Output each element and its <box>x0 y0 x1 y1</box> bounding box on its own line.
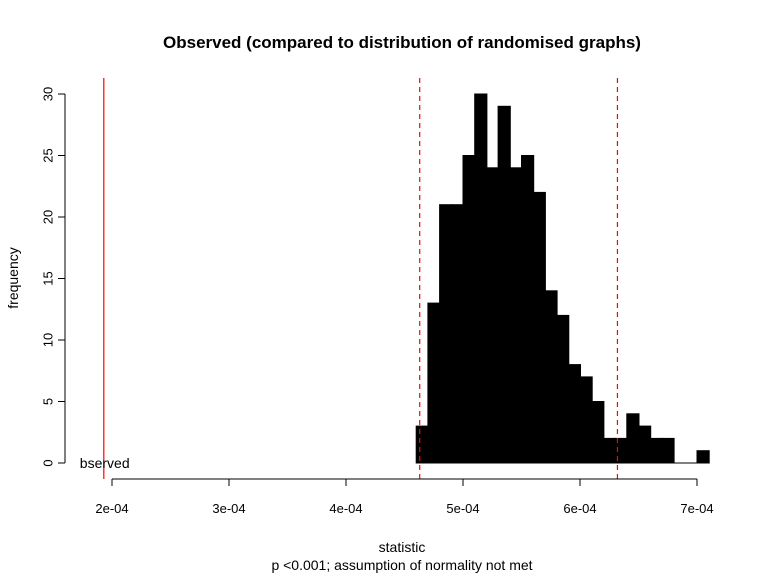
histogram-bar <box>532 191 546 464</box>
histogram-bar <box>626 413 640 464</box>
histogram-bar <box>544 290 558 464</box>
y-tick-label: 25 <box>40 148 55 162</box>
y-axis-label: frequency <box>5 247 21 308</box>
histogram-bar <box>415 425 429 464</box>
histogram-bar <box>661 437 675 464</box>
x-tick-label: 4e-04 <box>329 501 362 516</box>
histogram-bar <box>638 425 652 464</box>
observed-label: bserved <box>80 455 130 471</box>
x-tick-label: 6e-04 <box>563 501 596 516</box>
y-tick-label: 20 <box>40 210 55 224</box>
histogram-bar <box>567 364 581 464</box>
histogram-bar <box>521 155 535 464</box>
histogram-bar <box>427 302 441 464</box>
histogram-bar <box>450 204 464 464</box>
histogram-bar <box>649 437 663 464</box>
histogram-bar <box>591 401 605 464</box>
histogram-bar <box>509 167 523 464</box>
chart-subtitle: p <0.001; assumption of normality not me… <box>271 557 532 573</box>
chart-title: Observed (compared to distribution of ra… <box>163 33 641 52</box>
y-tick-label: 15 <box>40 271 55 285</box>
x-axis: 2e-04 3e-04 4e-04 5e-04 6e-04 7e-04 <box>95 478 714 516</box>
histogram-bar <box>439 204 453 464</box>
x-tick-label: 5e-04 <box>446 501 479 516</box>
interval-lines <box>419 78 619 479</box>
histogram-bar <box>485 167 500 464</box>
histogram-bar <box>497 105 511 464</box>
x-tick-label: 7e-04 <box>680 501 713 516</box>
y-tick-label: 30 <box>40 87 55 101</box>
histogram-bar <box>602 437 617 464</box>
y-tick-label: 0 <box>40 459 55 466</box>
histogram-bar <box>556 314 570 464</box>
y-axis: 0 5 10 15 20 25 30 <box>40 87 66 467</box>
y-tick-label: 5 <box>40 398 55 405</box>
histogram-bar <box>474 93 488 464</box>
x-tick-label: 3e-04 <box>212 501 245 516</box>
x-axis-label: statistic <box>379 539 426 555</box>
y-tick-label: 10 <box>40 333 55 347</box>
histogram-bars <box>415 93 710 464</box>
histogram-bar <box>579 376 593 464</box>
histogram-bar <box>462 155 476 464</box>
x-tick-label: 2e-04 <box>95 501 128 516</box>
histogram-bar <box>696 450 710 464</box>
